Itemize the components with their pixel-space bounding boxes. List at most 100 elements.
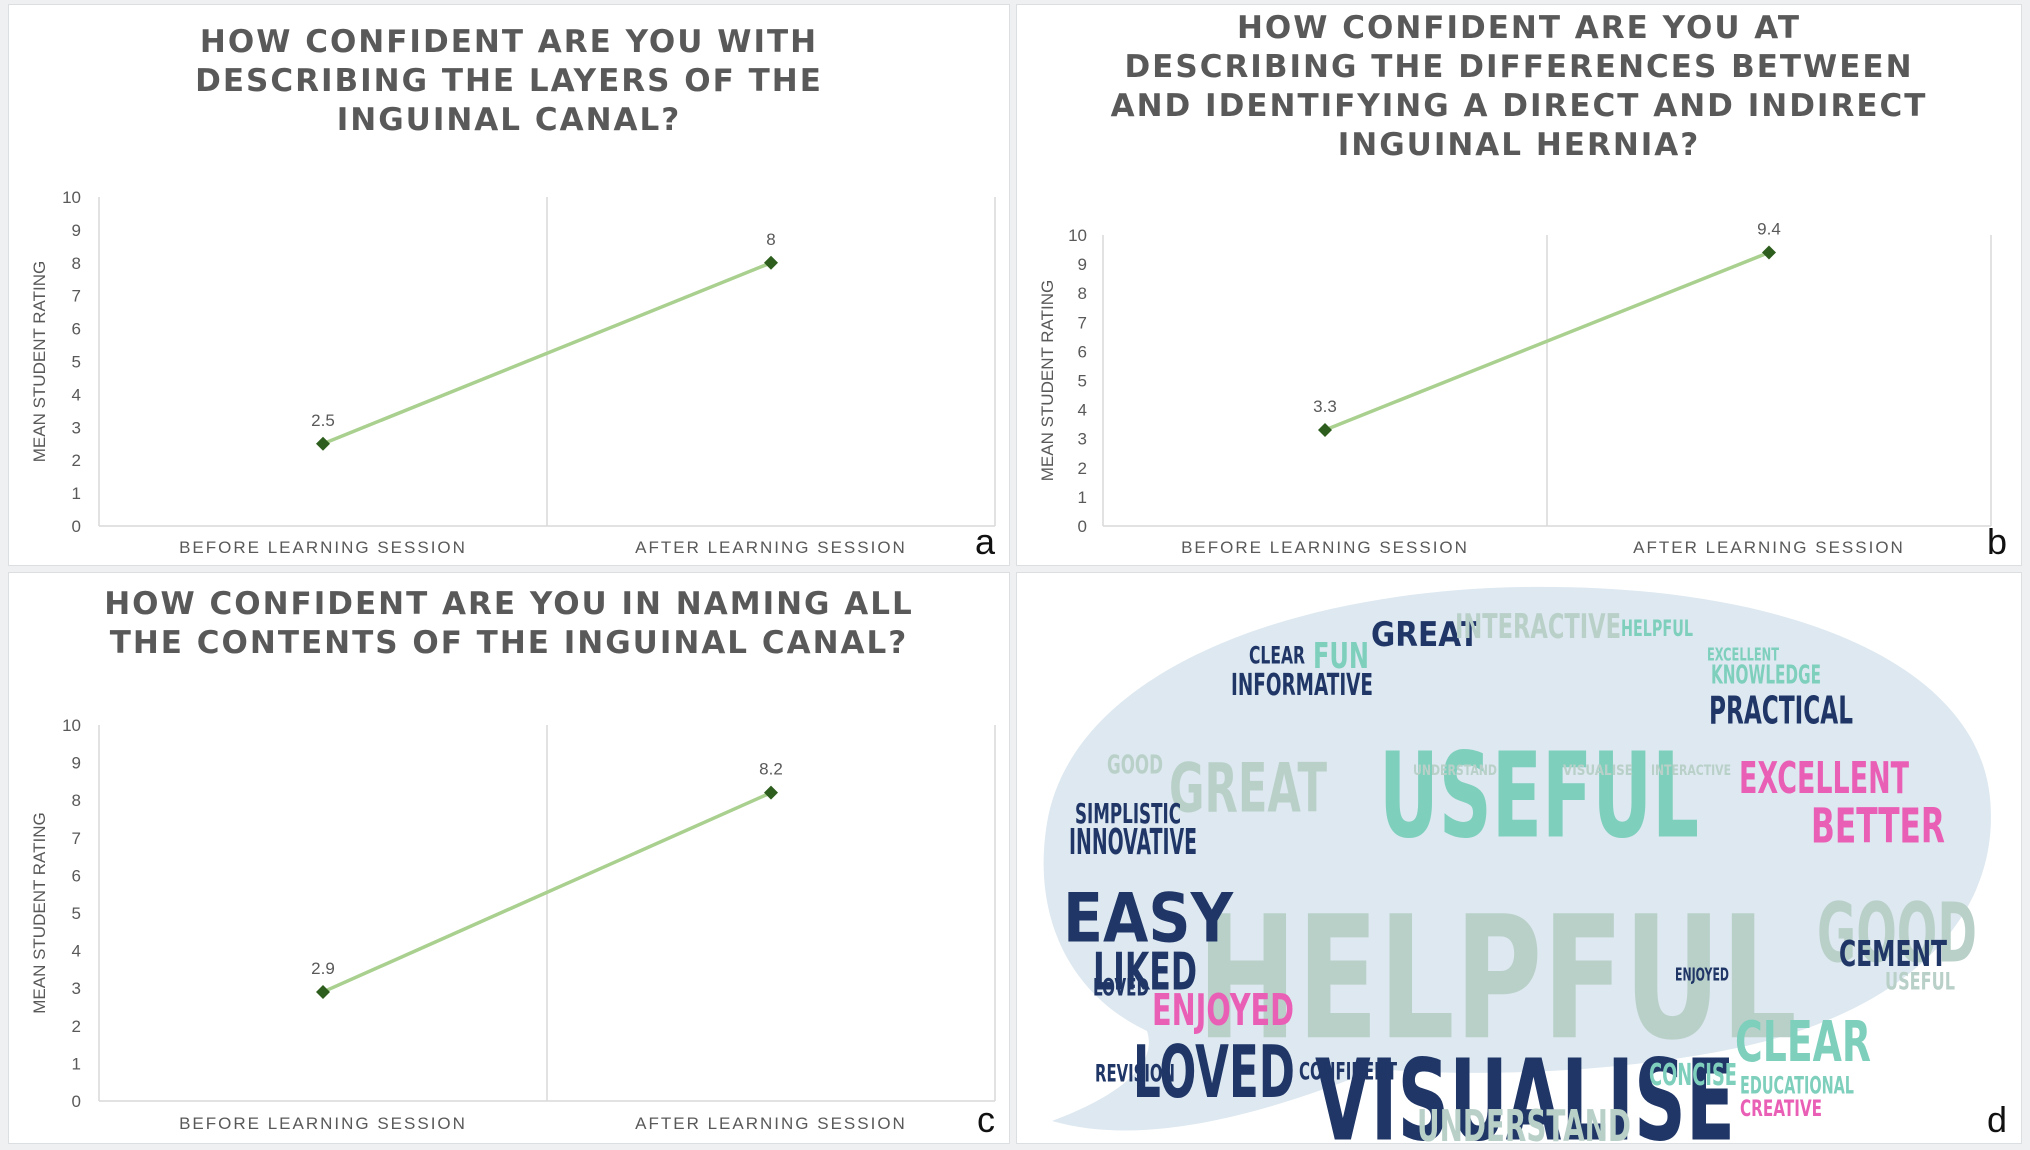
chart-title-line: INGUINAL CANAL? — [336, 102, 682, 138]
y-tick-label: 4 — [72, 942, 81, 961]
y-tick-label: 0 — [1078, 517, 1087, 536]
word-cloud-word: CLEAR — [1735, 1010, 1871, 1075]
y-tick-label: 9 — [72, 221, 81, 240]
y-tick-label: 10 — [62, 716, 81, 735]
y-tick-label: 7 — [72, 829, 81, 848]
panel-letter-d: d — [1986, 1099, 2007, 1140]
word-cloud-word: INTERACTIVE — [1651, 763, 1731, 779]
y-axis-label: MEAN STUDENT RATING — [30, 812, 49, 1014]
data-point-marker — [316, 436, 330, 451]
chart-title-line: DESCRIBING THE DIFFERENCES BETWEEN — [1124, 49, 1914, 85]
y-tick-label: 2 — [72, 451, 81, 470]
chart-title-line: DESCRIBING THE LAYERS OF THE — [195, 63, 823, 99]
word-cloud-word: EXCELLENT — [1739, 753, 1909, 804]
line-chart-c: 0 1 2 3 4 5 6 7 8 9 10 MEAN STUDENT RATING BEFORE LE… — [30, 716, 996, 1133]
data-label: 3.3 — [1313, 397, 1337, 416]
data-point-marker — [764, 255, 778, 270]
y-tick-label: 9 — [1078, 255, 1087, 274]
y-tick-label: 8 — [72, 791, 81, 810]
word-cloud-word: SIMPLISTIC — [1075, 797, 1181, 830]
chart-title-c: HOW CONFIDENT ARE YOU IN NAMING ALL THE … — [9, 585, 1009, 663]
y-tick-label: 1 — [72, 1054, 81, 1073]
word-cloud-word: VISUALISE — [1315, 1036, 1735, 1144]
y-tick-label: 0 — [72, 1092, 81, 1111]
y-tick-label: 5 — [72, 353, 81, 372]
data-point-marker — [1318, 422, 1332, 437]
word-cloud-word: LIKED — [1093, 943, 1197, 1003]
word-cloud-word: EDUCATIONAL — [1740, 1072, 1854, 1100]
data-label: 2.9 — [311, 959, 335, 978]
y-tick-label: 4 — [1078, 401, 1087, 420]
chart-title-line: HOW CONFIDENT ARE YOU AT — [1236, 10, 1802, 46]
speech-bubble — [1043, 586, 1991, 1131]
y-tick-label: 1 — [1078, 488, 1087, 507]
y-tick-label: 8 — [1078, 284, 1087, 303]
word-cloud-word: CONFIDENT — [1299, 1058, 1397, 1086]
y-tick-label: 2 — [72, 1017, 81, 1036]
word-cloud-word: INTERACTIVE — [1455, 607, 1621, 647]
chart-title-line: HOW CONFIDENT ARE YOU WITH — [199, 24, 819, 60]
data-label: 9.4 — [1757, 219, 1781, 238]
y-tick-label: 6 — [72, 866, 81, 885]
word-cloud-word: GREAT — [1169, 749, 1327, 828]
y-tick-label: 9 — [72, 754, 81, 773]
word-cloud-word: REVISION — [1095, 1060, 1175, 1088]
word-cloud: HELPFULUSEFULVISUALISEGREATGREATGOODGOOD… — [1043, 586, 1991, 1144]
word-cloud-word: CEMENT — [1839, 934, 1947, 975]
y-tick-label: 3 — [72, 979, 81, 998]
y-tick-label: 6 — [1078, 342, 1087, 361]
word-cloud-word: INFORMATIVE — [1231, 668, 1373, 703]
word-cloud-word: ENJOYED — [1675, 964, 1729, 985]
word-cloud-word: INNOVATIVE — [1069, 822, 1197, 863]
x-category-label: AFTER LEARNING SESSION — [635, 1114, 907, 1133]
chart-title-line: HOW CONFIDENT ARE YOU IN NAMING ALL — [104, 586, 914, 622]
series-line — [322, 261, 772, 446]
x-category-label: BEFORE LEARNING SESSION — [179, 1114, 467, 1133]
data-point-marker — [316, 984, 330, 999]
word-cloud-word: LOVED — [1133, 1030, 1295, 1114]
word-cloud-word: GOOD — [1107, 750, 1163, 780]
chart-panel-a: HOW CONFIDENT ARE YOU WITH DESCRIBING TH… — [8, 4, 1010, 566]
chart-title-b: HOW CONFIDENT ARE YOU AT DESCRIBING THE … — [1017, 9, 2021, 165]
chart-title-line: THE CONTENTS OF THE INGUINAL CANAL? — [109, 625, 909, 661]
word-cloud-word: PRACTICAL — [1709, 689, 1853, 733]
panel-letter-b: b — [1986, 521, 2007, 562]
y-tick-label: 1 — [72, 484, 81, 503]
data-label: 8.2 — [759, 760, 783, 779]
line-chart-a: 0 1 2 3 4 5 6 7 8 9 10 MEAN STUDENT RATING BEFORE LE… — [30, 188, 996, 557]
word-cloud-word: EXCELLENT — [1707, 644, 1779, 665]
word-cloud-word: FUN — [1313, 636, 1369, 677]
y-tick-label: 10 — [1068, 226, 1087, 245]
y-tick-label: 4 — [72, 385, 81, 404]
word-cloud-word: KNOWLEDGE — [1711, 660, 1821, 690]
y-tick-label: 8 — [72, 254, 81, 273]
y-tick-label: 3 — [1078, 430, 1087, 449]
chart-title-line: AND IDENTIFYING A DIRECT AND INDIRECT — [1110, 88, 1928, 124]
y-tick-label: 6 — [72, 320, 81, 339]
word-cloud-word: GREAT — [1371, 615, 1480, 655]
word-cloud-word: VISUALISE — [1563, 763, 1633, 779]
y-tick-label: 0 — [72, 517, 81, 536]
word-cloud-word: HELPFUL — [1197, 880, 1797, 1078]
y-tick-label: 7 — [1078, 313, 1087, 332]
panel-letter-a: a — [974, 521, 995, 562]
chart-panel-c: HOW CONFIDENT ARE YOU IN NAMING ALL THE … — [8, 572, 1010, 1144]
word-cloud-word: CONCISE — [1649, 1058, 1737, 1093]
data-label: 2.5 — [311, 411, 335, 430]
word-cloud-word: UNDERSTAND — [1413, 763, 1497, 779]
series-line — [1324, 250, 1770, 432]
word-cloud-word: CLEAR — [1249, 642, 1305, 670]
y-tick-label: 3 — [72, 418, 81, 437]
data-point-marker — [764, 785, 778, 800]
word-cloud-word: ENJOYED — [1152, 985, 1294, 1036]
chart-title-a: HOW CONFIDENT ARE YOU WITH DESCRIBING TH… — [9, 23, 1009, 140]
data-point-marker — [1762, 245, 1776, 260]
y-tick-label: 7 — [72, 287, 81, 306]
word-cloud-word: HELPFUL — [1621, 617, 1693, 642]
y-tick-label: 5 — [1078, 372, 1087, 391]
word-cloud-word: EASY — [1063, 879, 1234, 958]
word-cloud-word: UNDERSTAND — [1417, 1101, 1631, 1144]
y-tick-label: 5 — [72, 904, 81, 923]
chart-title-line: INGUINAL HERNIA? — [1337, 127, 1701, 163]
panel-letter-c: c — [977, 1099, 995, 1140]
